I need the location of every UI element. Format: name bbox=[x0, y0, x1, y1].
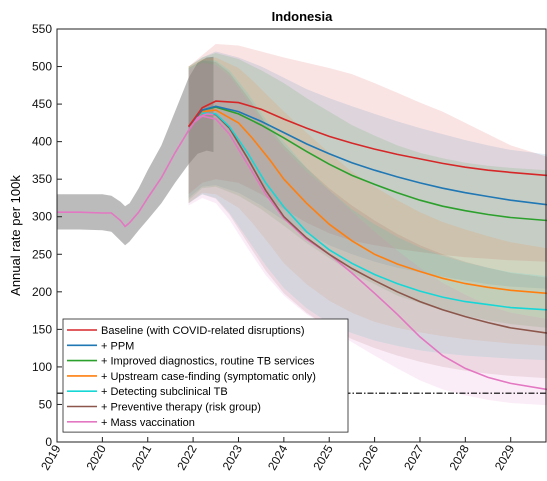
x-tick-label: 2021 bbox=[129, 442, 155, 472]
legend-label: + Improved diagnostics, routine TB servi… bbox=[101, 356, 315, 368]
y-axis: 0 50 100 150 200 250 300 350 400 450 500 550 bbox=[32, 22, 62, 449]
y-tick-label: 200 bbox=[32, 285, 52, 299]
series-band-2 bbox=[188, 51, 547, 289]
y-tick-label: 400 bbox=[32, 135, 52, 149]
y-tick-label: 550 bbox=[32, 22, 52, 36]
y-tick-label: 150 bbox=[32, 322, 52, 336]
y-tick-label: 0 bbox=[45, 435, 52, 449]
y-tick-label: 300 bbox=[32, 210, 52, 224]
y-tick-label: 50 bbox=[39, 397, 53, 411]
legend-label: + PPM bbox=[101, 340, 134, 352]
plot-frame bbox=[56, 28, 547, 443]
y-tick-label: 350 bbox=[32, 172, 52, 186]
series-line-7 bbox=[188, 115, 547, 391]
y-tick-label: 450 bbox=[32, 97, 52, 111]
pre-period-line bbox=[57, 113, 214, 228]
series-band-1 bbox=[188, 44, 547, 262]
y-axis-title: Annual rate per 100k bbox=[8, 175, 23, 296]
x-tick-label: 2025 bbox=[310, 442, 336, 472]
series-line-4 bbox=[188, 109, 547, 295]
x-tick-label: 2024 bbox=[265, 442, 291, 472]
legend-label: + Preventive therapy (risk group) bbox=[101, 402, 261, 414]
series-line-2 bbox=[187, 105, 547, 206]
pre-period-band bbox=[57, 56, 214, 246]
legend-label: + Mass vaccination bbox=[101, 417, 195, 429]
series-band-3 bbox=[188, 53, 547, 328]
y-tick-label: 500 bbox=[32, 60, 52, 74]
legend-box bbox=[62, 318, 349, 433]
x-tick-label: 2028 bbox=[446, 442, 472, 472]
legend-label: + Upstream case-finding (symptomatic onl… bbox=[101, 371, 316, 383]
legend-label: Baseline (with COVID-related disruptions… bbox=[101, 325, 305, 337]
legend: Baseline (with COVID-related disruptions… bbox=[62, 318, 349, 433]
series-line-6 bbox=[188, 112, 547, 334]
series-line-3 bbox=[187, 106, 547, 222]
series-band-7 bbox=[188, 62, 547, 406]
x-tick-label: 2029 bbox=[492, 442, 518, 472]
x-tick-label: 2027 bbox=[401, 442, 427, 472]
x-tick-label: 2020 bbox=[83, 442, 109, 472]
series-lines bbox=[57, 100, 547, 391]
y-tick-label: 100 bbox=[32, 360, 52, 374]
series-line-5 bbox=[188, 112, 547, 311]
series-line-1 bbox=[187, 100, 547, 177]
x-tick-label: 2019 bbox=[38, 442, 64, 472]
x-tick-label: 2023 bbox=[220, 442, 246, 472]
x-tick-label: 2026 bbox=[356, 442, 382, 472]
legend-label: + Detecting subclinical TB bbox=[101, 386, 228, 398]
chart-title: Indonesia bbox=[272, 9, 333, 24]
x-tick-label: 2022 bbox=[174, 442, 200, 472]
y-tick-label: 250 bbox=[32, 247, 52, 261]
series-band-6 bbox=[188, 60, 547, 379]
